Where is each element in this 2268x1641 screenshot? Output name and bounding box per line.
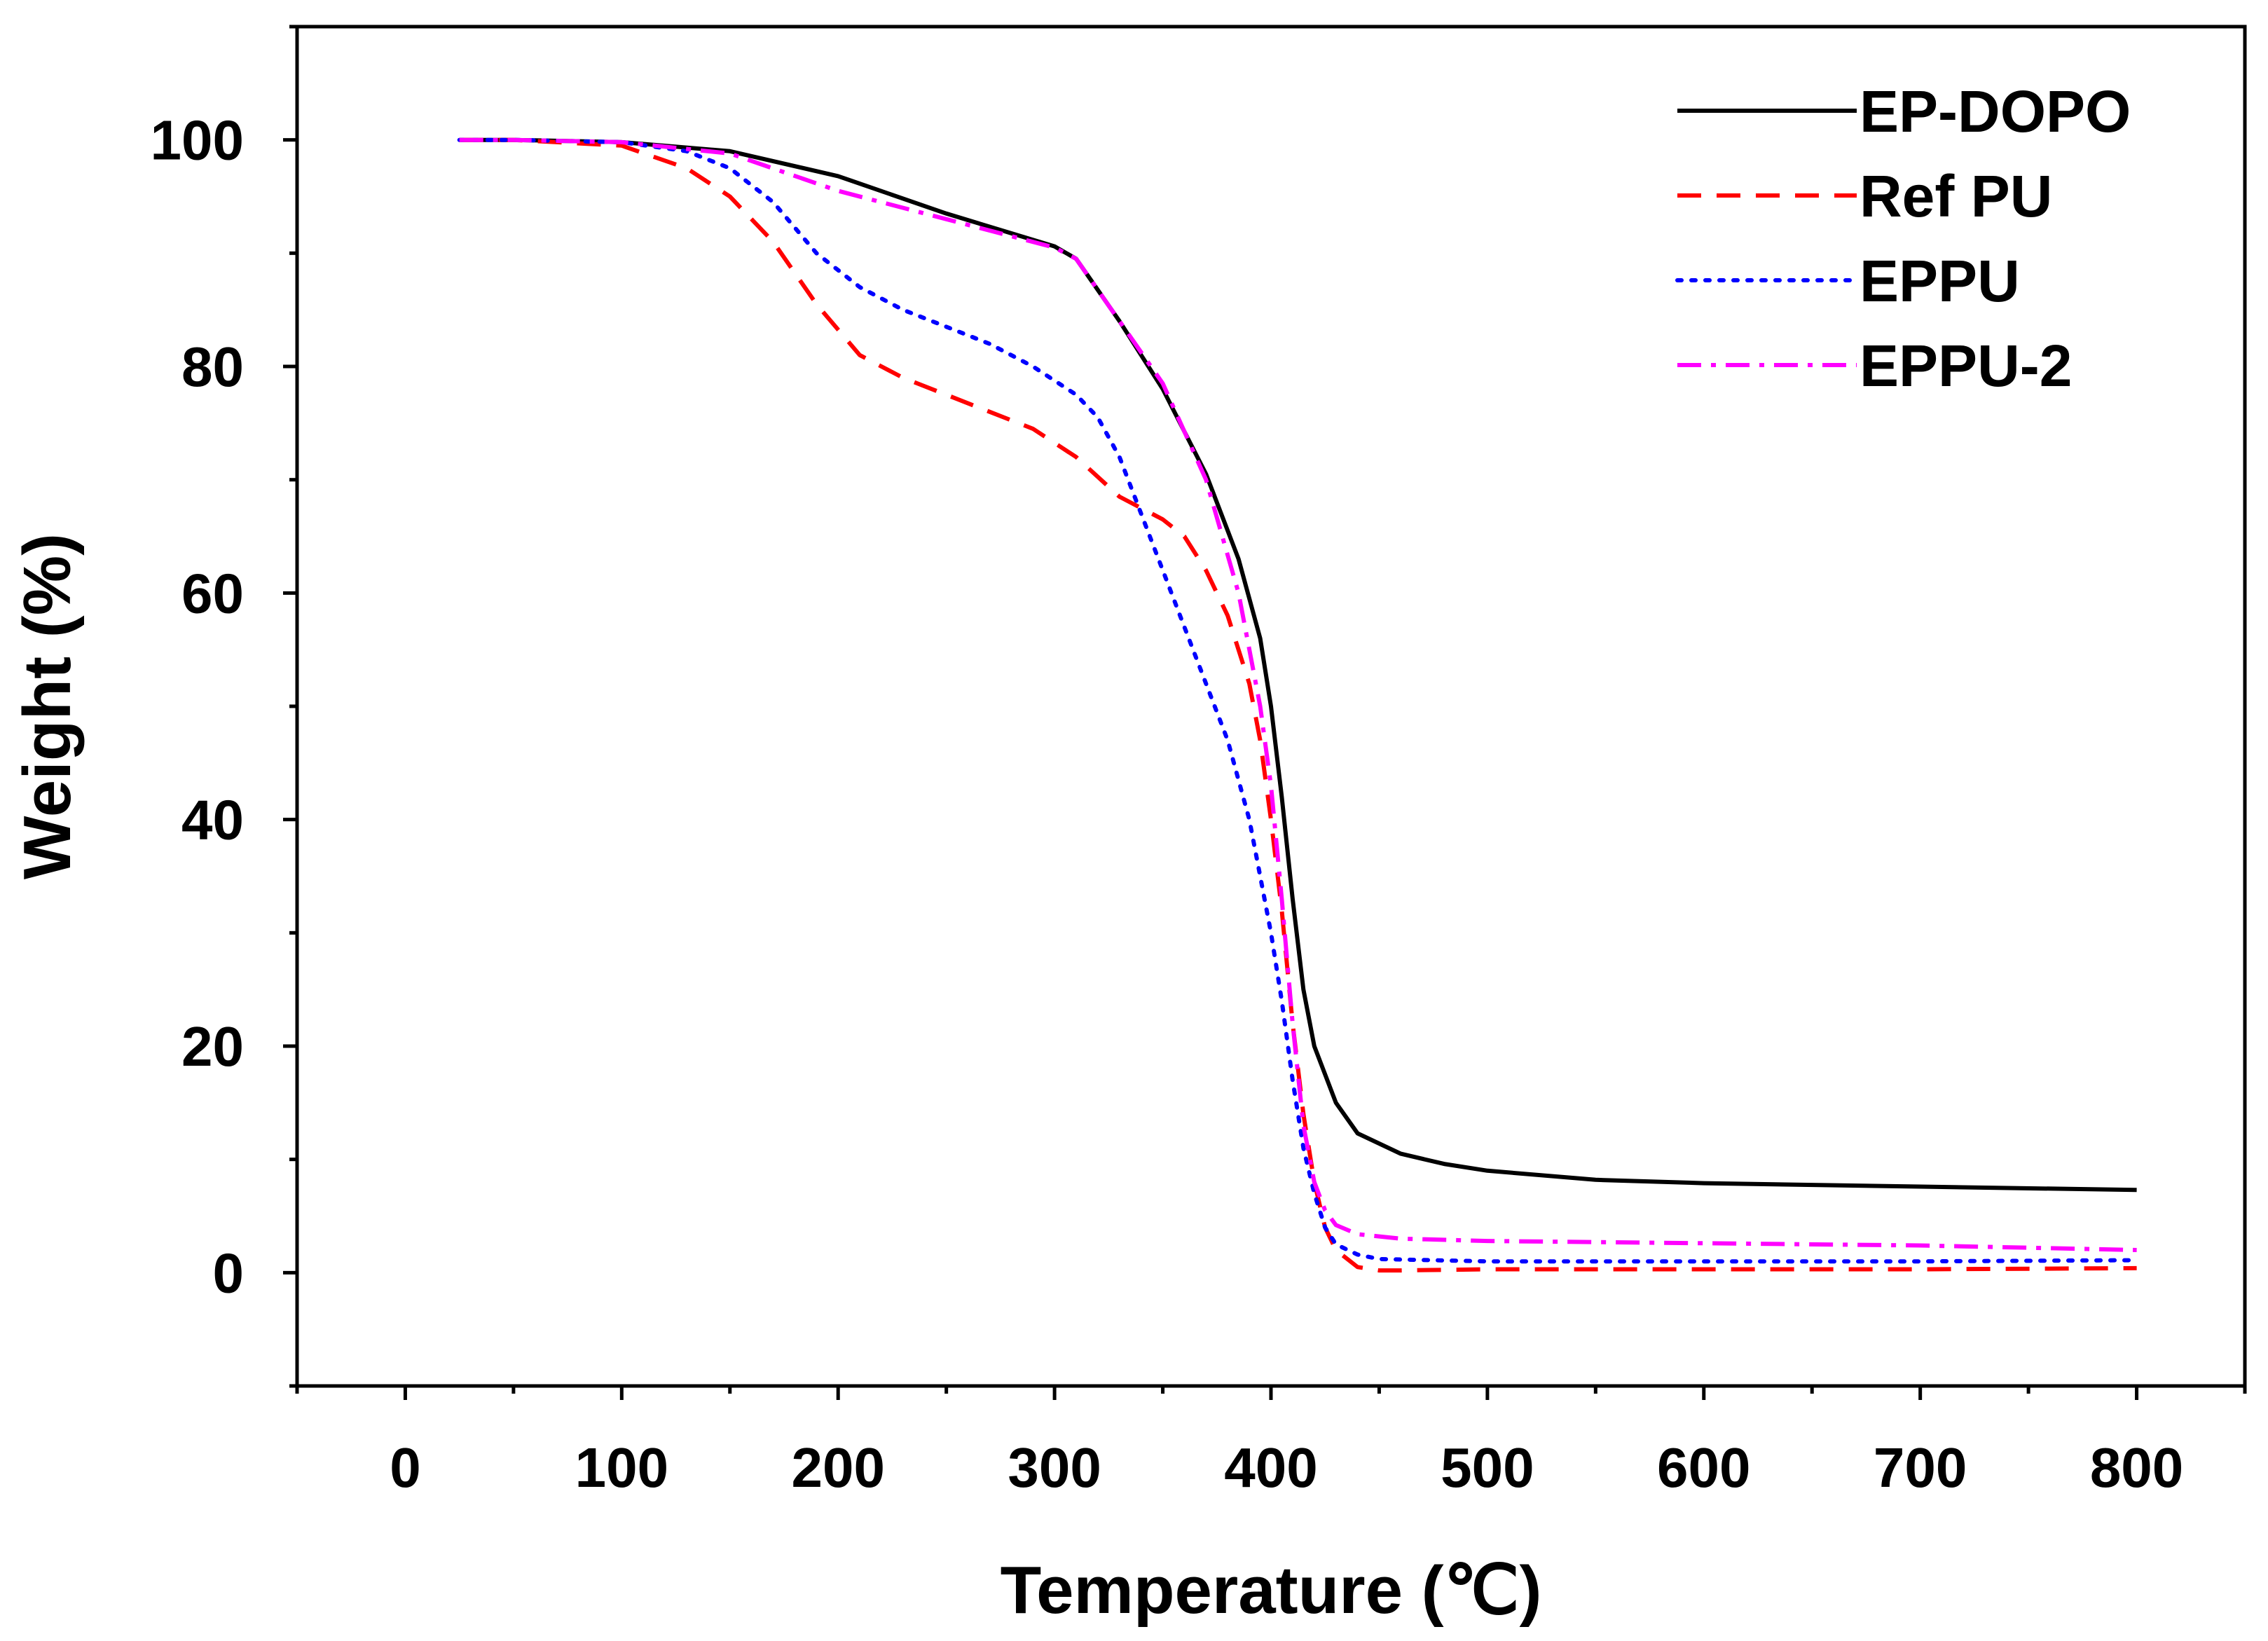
legend: EP-DOPO Ref PU EPPU EPPU-2 xyxy=(1675,78,2131,399)
x-tick-label: 800 xyxy=(2090,1436,2183,1499)
y-tick-label: 40 xyxy=(181,789,244,851)
data-series xyxy=(457,137,2139,1273)
series-line-eppu xyxy=(457,137,2139,1264)
series-line-eppu-2 xyxy=(459,137,2137,1252)
y-axis-ticks: 0 20 40 60 80 100 xyxy=(151,25,297,1388)
x-tick-label: 600 xyxy=(1657,1436,1750,1499)
x-axis-ticks: 0 100 200 300 400 500 600 700 800 xyxy=(295,1386,2247,1499)
x-tick-label: 400 xyxy=(1224,1436,1317,1499)
x-tick-label: 200 xyxy=(791,1436,884,1499)
x-tick-label: 100 xyxy=(575,1436,668,1499)
y-tick-label: 0 xyxy=(213,1242,245,1304)
legend-label: EP-DOPO xyxy=(1860,78,2131,144)
x-tick-label: 0 xyxy=(390,1436,421,1499)
x-axis-title: Temperature (℃) xyxy=(1001,1553,1542,1628)
x-tick-label: 700 xyxy=(1874,1436,1967,1499)
y-tick-label: 60 xyxy=(181,562,244,624)
y-tick-label: 20 xyxy=(181,1015,244,1078)
y-axis-title: Weight (%) xyxy=(10,533,85,879)
legend-label: EPPU-2 xyxy=(1860,333,2072,399)
series-line-ep-dopo xyxy=(459,137,2137,1193)
x-tick-label: 500 xyxy=(1441,1436,1534,1499)
legend-label: Ref PU xyxy=(1860,163,2052,229)
legend-label: EPPU xyxy=(1860,248,2020,314)
y-tick-label: 100 xyxy=(151,109,244,172)
x-tick-label: 300 xyxy=(1008,1436,1101,1499)
y-tick-label: 80 xyxy=(181,336,244,398)
